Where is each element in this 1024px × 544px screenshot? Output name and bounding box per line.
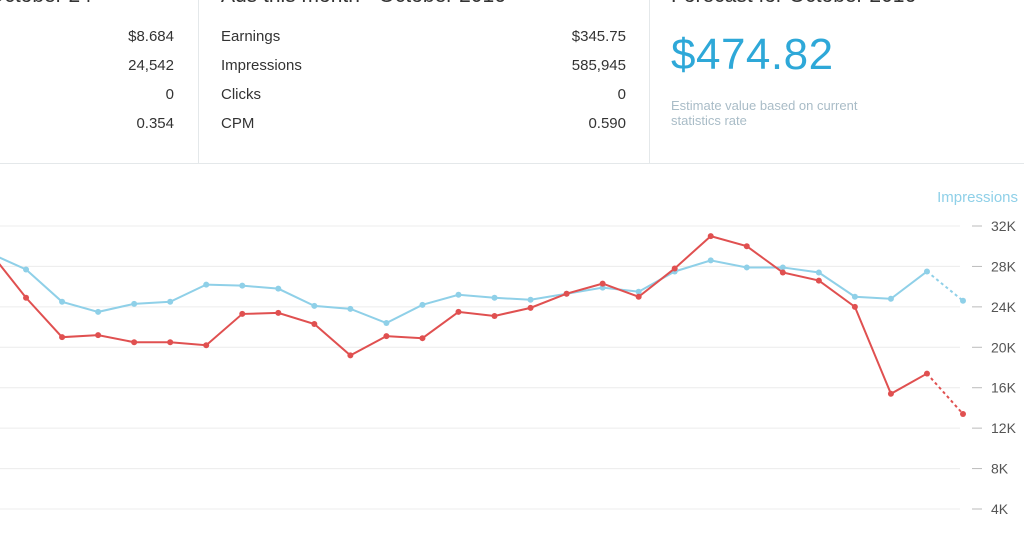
- data-point[interactable]: [23, 294, 30, 301]
- today-clicks-value: 0: [165, 86, 174, 103]
- data-point[interactable]: [347, 305, 354, 312]
- month-impressions-value: 585,945: [571, 57, 626, 74]
- data-point[interactable]: [239, 310, 246, 317]
- data-point[interactable]: [960, 410, 966, 417]
- y-tick-label: 28K: [991, 258, 1017, 274]
- data-point[interactable]: [743, 243, 750, 250]
- data-point[interactable]: [59, 334, 66, 341]
- data-point[interactable]: [779, 269, 786, 276]
- month-earnings-value: $345.75: [571, 28, 626, 45]
- data-point[interactable]: [743, 264, 750, 271]
- month-earnings-row: Earnings $345.75: [221, 27, 626, 47]
- series-projection-1: [926, 372, 964, 415]
- data-point[interactable]: [923, 370, 930, 377]
- month-clicks-label: Clicks: [221, 86, 261, 103]
- y-axis: 32K 28K 24K 20K 16K 12K 8K 4K: [972, 218, 1017, 517]
- today-earnings-value: $8.684: [128, 28, 174, 45]
- data-point[interactable]: [815, 269, 822, 276]
- month-panel-title: Ads this month - October 2016: [221, 0, 506, 8]
- data-point[interactable]: [815, 277, 822, 284]
- data-point[interactable]: [671, 265, 678, 272]
- y-tick-label: 12K: [991, 420, 1017, 436]
- data-point[interactable]: [275, 309, 282, 316]
- data-point[interactable]: [23, 266, 30, 273]
- today-impressions-row: 24,542: [0, 56, 174, 76]
- data-point[interactable]: [59, 298, 66, 305]
- data-point[interactable]: [491, 312, 498, 319]
- data-point[interactable]: [635, 293, 642, 300]
- chart-series: [0, 233, 966, 417]
- data-point[interactable]: [419, 301, 426, 308]
- data-point[interactable]: [203, 281, 210, 288]
- today-cpm-row: 0.354: [0, 114, 174, 134]
- section-divider: [0, 163, 1024, 164]
- month-panel: Ads this month - October 2016 Earnings $…: [198, 0, 650, 163]
- data-point[interactable]: [131, 300, 138, 307]
- data-point[interactable]: [779, 264, 786, 271]
- data-point[interactable]: [347, 352, 354, 359]
- data-point[interactable]: [311, 302, 318, 309]
- data-point[interactable]: [167, 298, 174, 305]
- forecast-panel-title: Forecast for October 2016: [671, 0, 916, 8]
- data-point[interactable]: [887, 295, 894, 302]
- y-tick-label: 20K: [991, 339, 1017, 355]
- series-line-1: [0, 234, 928, 396]
- data-point[interactable]: [203, 342, 210, 349]
- forecast-panel: Forecast for October 2016 $474.82 Estima…: [650, 0, 1024, 163]
- data-point[interactable]: [563, 290, 570, 297]
- impressions-earnings-chart: 32K 28K 24K 20K 16K 12K 8K 4K Impressions: [0, 189, 1018, 517]
- month-impressions-label: Impressions: [221, 57, 302, 74]
- data-point[interactable]: [851, 303, 858, 310]
- month-impressions-row: Impressions 585,945: [221, 56, 626, 76]
- data-point[interactable]: [455, 291, 462, 298]
- today-clicks-row: 0: [0, 85, 174, 105]
- today-panel-title: October 24: [0, 0, 92, 8]
- data-point[interactable]: [95, 308, 102, 315]
- data-point[interactable]: [275, 285, 282, 292]
- data-point[interactable]: [311, 321, 318, 328]
- data-point[interactable]: [167, 339, 174, 346]
- data-point[interactable]: [491, 294, 498, 301]
- data-point[interactable]: [887, 390, 894, 397]
- forecast-note: Estimate value based on current statisti…: [671, 98, 858, 128]
- data-point[interactable]: [383, 333, 390, 340]
- data-point[interactable]: [707, 233, 714, 240]
- data-point[interactable]: [95, 332, 102, 339]
- data-point[interactable]: [527, 304, 534, 311]
- y-tick-label: 32K: [991, 218, 1017, 234]
- month-cpm-row: CPM 0.590: [221, 114, 626, 134]
- y-axis-title: Impressions: [937, 189, 1018, 206]
- data-point[interactable]: [635, 288, 642, 295]
- data-point[interactable]: [527, 296, 534, 303]
- y-tick-label: 24K: [991, 299, 1017, 315]
- data-point[interactable]: [419, 335, 426, 342]
- today-panel: October 24 $8.684 24,542 0 0.354: [0, 0, 197, 163]
- month-earnings-label: Earnings: [221, 28, 281, 45]
- data-point[interactable]: [131, 339, 138, 346]
- month-cpm-label: CPM: [221, 115, 255, 132]
- today-earnings-row: $8.684: [0, 27, 174, 47]
- today-cpm-value: 0.354: [136, 115, 174, 132]
- y-tick-label: 8K: [991, 461, 1009, 477]
- y-tick-label: 16K: [991, 380, 1017, 396]
- data-point[interactable]: [851, 293, 858, 300]
- month-cpm-value: 0.590: [588, 115, 626, 132]
- y-tick-label: 4K: [991, 501, 1009, 517]
- month-clicks-value: 0: [617, 86, 626, 103]
- data-point[interactable]: [455, 308, 462, 315]
- today-impressions-value: 24,542: [128, 57, 174, 74]
- data-point[interactable]: [923, 268, 930, 275]
- data-point[interactable]: [383, 320, 390, 327]
- data-point[interactable]: [239, 282, 246, 289]
- series-projection-0: [926, 270, 964, 302]
- forecast-value: $474.82: [671, 30, 834, 79]
- chart-grid: [0, 225, 960, 510]
- data-point[interactable]: [707, 257, 714, 264]
- data-point[interactable]: [599, 280, 606, 287]
- month-clicks-row: Clicks 0: [221, 85, 626, 105]
- data-point[interactable]: [960, 297, 966, 304]
